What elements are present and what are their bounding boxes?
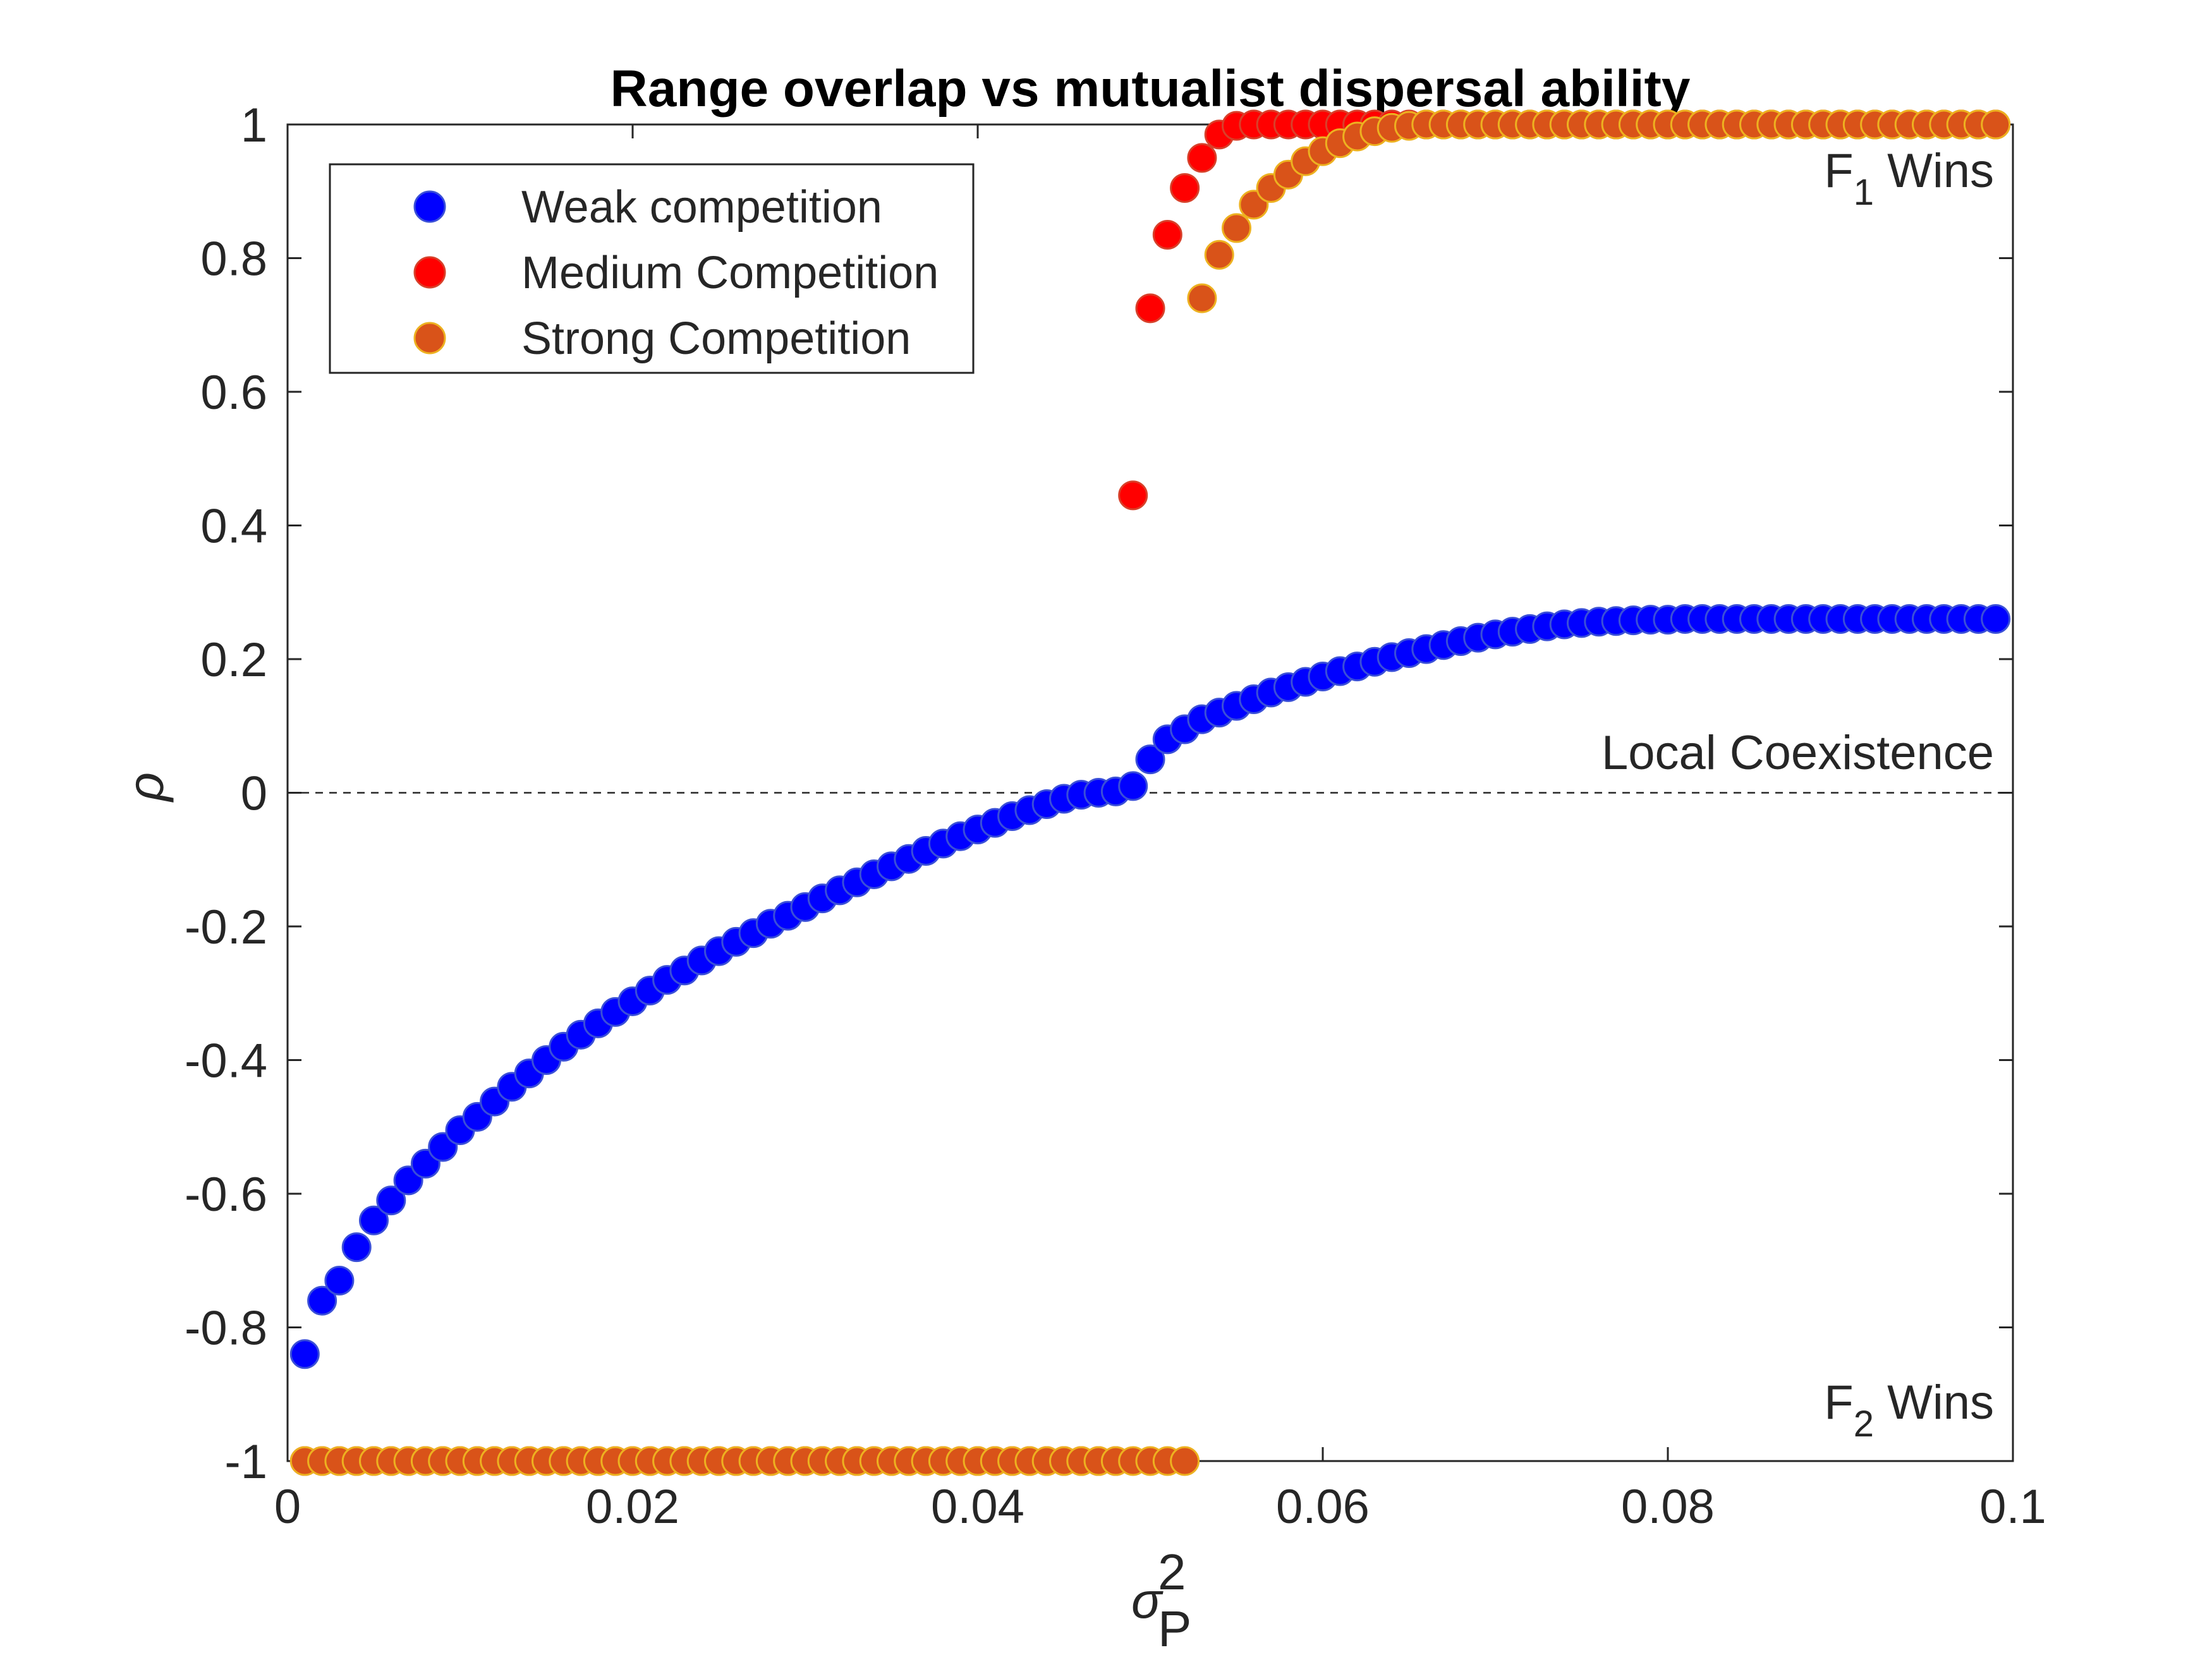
y-tick-label: 0.6 [200,366,267,420]
y-tick-label: 0.2 [200,633,267,687]
legend-label: Medium Competition [521,248,939,298]
data-point [1118,771,1148,801]
annotation-f1-base: F [1824,144,1853,198]
annotation-f1-sub: 1 [1854,172,1874,213]
annotation-f2-base: F [1824,1376,1853,1429]
data-point [1981,604,2011,634]
data-point [1170,1446,1200,1476]
y-tick-label: -1 [224,1435,267,1489]
data-point [376,1186,406,1216]
data-point [1170,173,1200,203]
y-tick-label: 0 [241,767,267,821]
y-axis-label: ρ [118,772,174,803]
data-point [1187,283,1217,313]
annotation-f2-sub: 2 [1854,1404,1874,1445]
y-axis-ticks: -1 -0.8 -0.6 -0.4 -0.2 0 0.2 0.4 0.6 0.8 1 [185,99,2013,1489]
y-tick-label: 1 [241,99,267,152]
data-point [359,1205,389,1235]
x-tick-label: 0 [274,1480,301,1534]
data-points [289,109,2011,1476]
data-point [324,1265,355,1295]
annotation-local-coexistence: Local Coexistence [1601,726,1994,780]
legend-label: Strong Competition [521,313,911,364]
annotation-f2-rest: Wins [1874,1376,1994,1429]
y-tick-label: -0.8 [185,1302,267,1356]
data-point [1135,293,1165,324]
x-tick-label: 0.1 [1979,1480,2046,1534]
data-point [1187,143,1217,173]
y-tick-label: 0.8 [200,233,267,286]
x-axis-label-sub: P [1158,1601,1191,1657]
annotation-f1-wins: F1 Wins [1824,144,1994,213]
legend-marker [413,322,446,355]
x-tick-label: 0.04 [931,1480,1024,1534]
legend-label: Weak competition [521,182,882,233]
data-point [307,1285,337,1316]
data-point [1135,744,1165,775]
legend-items: Weak competition Medium Competition Strong… [413,182,939,364]
y-tick-label: -0.4 [185,1034,267,1088]
chart-title: Range overlap vs mutualist dispersal abi… [611,60,1691,118]
data-point [341,1232,372,1263]
legend-marker [413,256,446,289]
data-point [1981,109,2011,140]
x-tick-label: 0.02 [586,1480,679,1534]
y-tick-label: 0.4 [200,500,267,554]
x-tick-label: 0.06 [1276,1480,1370,1534]
annotation-f1-rest: Wins [1874,144,1994,198]
data-point [1152,219,1182,250]
legend-marker [413,190,446,223]
x-axis-label-base: σ [1131,1572,1164,1629]
x-axis-label-sup: 2 [1158,1544,1186,1600]
legend: Weak competition Medium Competition Strong… [329,163,975,374]
data-point [289,1339,320,1369]
y-tick-label: -0.6 [185,1168,267,1222]
annotation-f2-wins: F2 Wins [1824,1376,1994,1445]
data-point [1118,480,1148,511]
data-point [1222,213,1251,243]
series-weak-competition [289,604,2011,1369]
x-axis-ticks: 0 0.02 0.04 0.06 0.08 0.1 [274,124,2046,1534]
data-point [1204,240,1234,270]
x-tick-label: 0.08 [1621,1480,1715,1534]
y-tick-label: -0.2 [185,901,267,954]
series-strong-competition [289,109,2011,1476]
